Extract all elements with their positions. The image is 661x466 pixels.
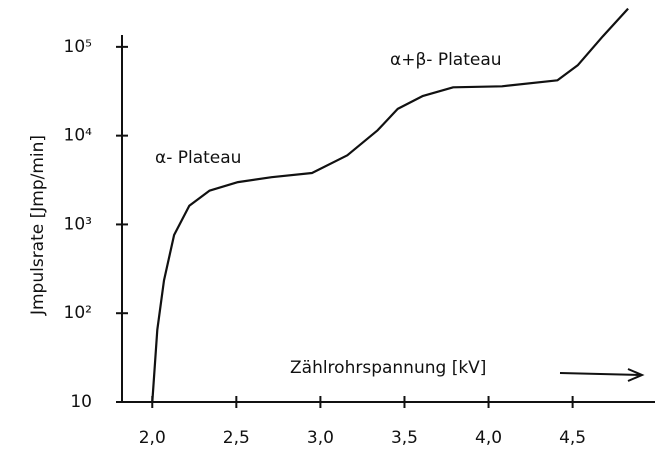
x-tick-label: 2,0 [139,428,166,448]
y-tick-label: 10⁵ [64,37,92,57]
x-tick-label: 3,5 [391,428,418,448]
y-tick-label: 10⁴ [64,126,93,146]
y-tick-label: 10² [64,303,92,323]
x-axis-label: Zählrohrspannung [kV] [290,358,486,378]
x-tick-label: 4,0 [475,428,502,448]
annotation: α- Plateau [155,148,241,168]
y-tick-label: 10 [70,392,92,412]
x-tick-label: 4,5 [559,428,586,448]
y-axis-label: Jmpulsrate [Jmp/min] [28,135,48,316]
x-tick-label: 2,5 [223,428,250,448]
annotation: α+β- Plateau [390,50,502,70]
y-tick-label: 10³ [64,214,92,234]
x-tick-label: 3,0 [307,428,334,448]
curve [151,7,629,403]
x-axis-arrow [559,368,645,382]
